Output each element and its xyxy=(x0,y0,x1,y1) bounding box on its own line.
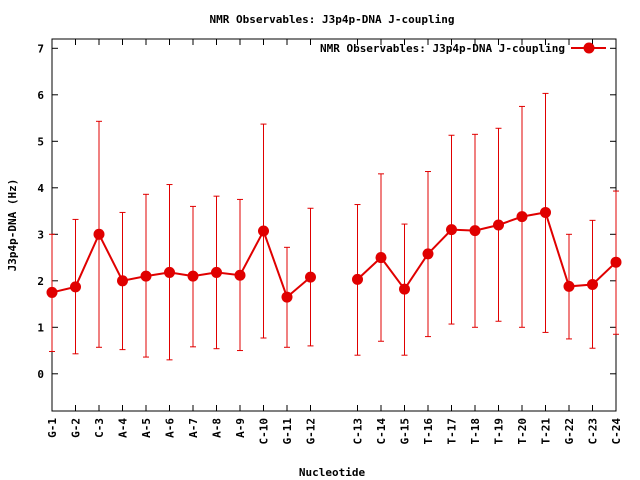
x-tick-label: C-3 xyxy=(93,418,106,438)
data-point xyxy=(493,219,504,231)
y-axis-label: J3p4p-DNA (Hz) xyxy=(6,179,19,272)
data-point xyxy=(446,224,457,236)
y-tick-label: 1 xyxy=(37,321,44,334)
x-tick-label: T-19 xyxy=(493,418,506,445)
data-point xyxy=(117,275,128,287)
plot-frame xyxy=(51,38,617,412)
x-tick-label: T-21 xyxy=(540,418,553,445)
x-tick-label: A-9 xyxy=(234,418,247,438)
x-tick-label: T-18 xyxy=(469,418,482,445)
data-point xyxy=(234,269,246,281)
x-tick-label: G-1 xyxy=(46,418,59,438)
series-lines xyxy=(51,211,617,299)
x-tick-label: A-7 xyxy=(187,418,200,438)
x-tick-label: C-24 xyxy=(610,418,623,445)
data-point xyxy=(587,279,598,291)
legend: NMR Observables: J3p4p-DNA J-coupling xyxy=(320,42,606,55)
legend-label: NMR Observables: J3p4p-DNA J-coupling xyxy=(320,42,565,55)
chart-title: NMR Observables: J3p4p-DNA J-coupling xyxy=(209,13,454,26)
data-point xyxy=(540,206,551,218)
data-point xyxy=(469,225,481,237)
x-tick-label: T-17 xyxy=(446,418,459,445)
series-line-segment xyxy=(51,228,312,299)
y-tick-label: 7 xyxy=(37,42,44,55)
data-point xyxy=(93,228,105,240)
data-point xyxy=(375,252,387,264)
x-tick-label: G-22 xyxy=(563,418,576,445)
data-point xyxy=(610,256,622,268)
data-point xyxy=(516,211,528,223)
x-axis: G-1 G-2 C-3 A-4 A-5 A-6 A-7 A-8 A-9 C-10 G-11 G-12 C… xyxy=(46,39,623,445)
y-tick-label: 4 xyxy=(37,182,44,195)
data-point xyxy=(70,281,81,293)
data-point xyxy=(187,270,199,282)
series-points xyxy=(46,206,622,303)
y-axis: 0 1 2 3 4 5 6 7 xyxy=(37,42,616,381)
data-point xyxy=(399,283,410,295)
x-tick-label: C-23 xyxy=(587,418,600,445)
data-point xyxy=(211,266,222,278)
y-tick-label: 5 xyxy=(37,135,44,148)
y-tick-label: 2 xyxy=(37,275,44,288)
y-tick-label: 0 xyxy=(37,368,44,381)
data-point xyxy=(164,266,175,278)
x-tick-label: G-2 xyxy=(70,418,83,438)
x-tick-label: G-12 xyxy=(305,418,318,445)
x-tick-label: T-16 xyxy=(422,418,435,445)
y-tick-label: 6 xyxy=(37,89,44,102)
data-point xyxy=(281,291,293,303)
x-tick-label: G-11 xyxy=(281,418,294,445)
legend-marker xyxy=(583,42,595,54)
x-axis-label: Nucleotide xyxy=(299,466,366,479)
x-tick-label: C-14 xyxy=(375,418,388,445)
data-point xyxy=(46,286,58,298)
x-tick-label: T-20 xyxy=(516,418,529,445)
data-point xyxy=(305,271,316,283)
x-tick-label: A-8 xyxy=(211,418,224,438)
x-tick-label: A-4 xyxy=(117,418,130,438)
data-point xyxy=(422,248,434,260)
series-line-segment xyxy=(356,211,617,291)
x-tick-label: A-6 xyxy=(164,418,177,438)
error-bars xyxy=(49,92,619,361)
x-tick-label: A-5 xyxy=(140,418,153,438)
data-point xyxy=(563,280,575,292)
x-tick-label: C-13 xyxy=(352,418,365,445)
data-point xyxy=(140,270,152,282)
x-tick-label: G-15 xyxy=(399,418,412,445)
data-point xyxy=(258,225,269,237)
x-tick-label: C-10 xyxy=(258,418,271,445)
y-tick-label: 3 xyxy=(37,228,44,241)
data-point xyxy=(352,273,363,285)
